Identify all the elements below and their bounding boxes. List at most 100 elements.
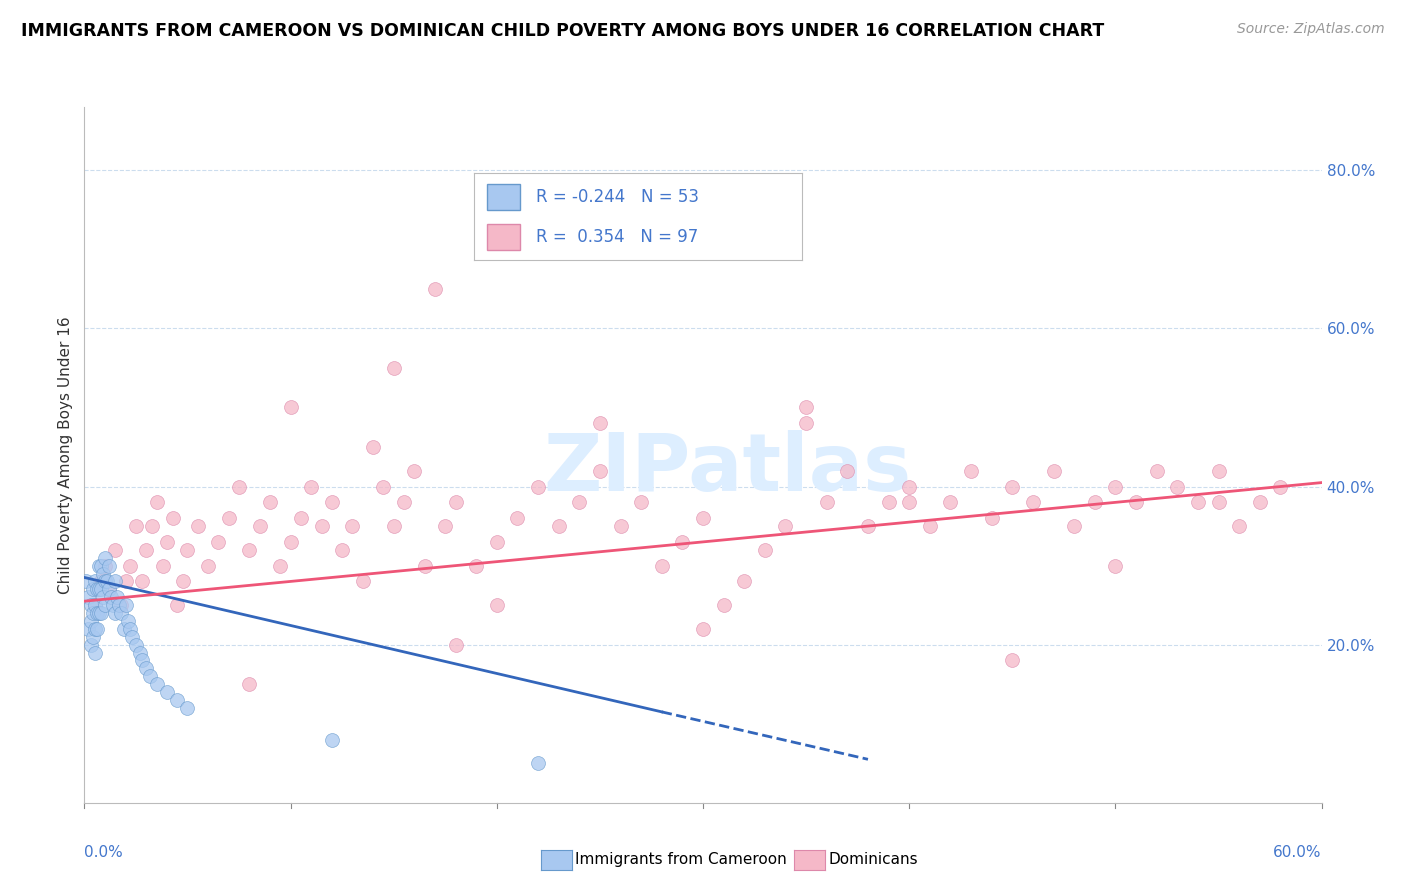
Point xyxy=(103,598,125,612)
Point xyxy=(79,638,101,652)
Point xyxy=(135,542,157,557)
Point xyxy=(692,622,714,636)
Point xyxy=(110,598,132,612)
Point xyxy=(118,558,141,573)
Point xyxy=(269,558,291,573)
Point xyxy=(404,464,426,478)
Point xyxy=(118,622,141,636)
Point xyxy=(82,630,104,644)
Point xyxy=(104,574,127,589)
Point xyxy=(485,598,508,612)
Point xyxy=(692,511,714,525)
Point xyxy=(83,598,105,612)
Text: R =  0.354   N = 97: R = 0.354 N = 97 xyxy=(537,227,699,245)
Point xyxy=(90,574,112,589)
Point xyxy=(1208,464,1230,478)
Text: Source: ZipAtlas.com: Source: ZipAtlas.com xyxy=(1237,22,1385,37)
Point xyxy=(94,574,117,589)
Point xyxy=(651,558,673,573)
Text: R = -0.244   N = 53: R = -0.244 N = 53 xyxy=(537,187,699,206)
Point xyxy=(152,558,174,573)
Point xyxy=(465,558,488,573)
Point xyxy=(444,495,467,509)
Point xyxy=(444,638,467,652)
Text: 0.0%: 0.0% xyxy=(84,845,124,860)
Point xyxy=(105,591,128,605)
Text: ZIPatlas: ZIPatlas xyxy=(544,430,912,508)
Point xyxy=(83,646,105,660)
Point xyxy=(1042,464,1064,478)
Point xyxy=(568,495,591,509)
Point xyxy=(311,519,333,533)
Point xyxy=(90,606,112,620)
Point xyxy=(1001,479,1024,493)
Point xyxy=(1104,558,1126,573)
Point xyxy=(77,622,100,636)
Point xyxy=(249,519,271,533)
Point xyxy=(218,511,240,525)
Point xyxy=(125,638,148,652)
Point xyxy=(98,582,121,597)
Point xyxy=(1001,653,1024,667)
Point xyxy=(794,417,817,431)
Point xyxy=(837,464,859,478)
Point xyxy=(299,479,322,493)
Point xyxy=(131,574,153,589)
Point xyxy=(131,653,153,667)
Point xyxy=(94,550,117,565)
Point xyxy=(79,614,101,628)
Point xyxy=(94,598,117,612)
Point xyxy=(775,519,797,533)
Point xyxy=(382,360,405,375)
Point xyxy=(898,479,921,493)
Point xyxy=(506,511,529,525)
Point xyxy=(1270,479,1292,493)
Point xyxy=(145,495,167,509)
Point xyxy=(815,495,838,509)
Point xyxy=(94,558,117,573)
Point xyxy=(754,542,776,557)
Text: 60.0%: 60.0% xyxy=(1274,845,1322,860)
Point xyxy=(112,622,135,636)
Point xyxy=(104,606,127,620)
Point xyxy=(207,534,229,549)
Point xyxy=(238,542,260,557)
Point xyxy=(898,495,921,509)
Point xyxy=(980,511,1002,525)
Point xyxy=(156,685,179,699)
Point xyxy=(82,582,104,597)
Point xyxy=(382,519,405,533)
Point xyxy=(79,598,101,612)
Point xyxy=(1208,495,1230,509)
Point xyxy=(856,519,879,533)
Point xyxy=(1063,519,1085,533)
Point xyxy=(733,574,755,589)
Point xyxy=(166,693,188,707)
Point xyxy=(547,519,569,533)
Point xyxy=(321,495,343,509)
Point xyxy=(176,542,198,557)
Point xyxy=(156,534,179,549)
Point xyxy=(135,661,157,675)
Point xyxy=(91,591,114,605)
Point xyxy=(485,534,508,549)
Point xyxy=(176,701,198,715)
Point xyxy=(145,677,167,691)
Point xyxy=(434,519,457,533)
Point xyxy=(228,479,250,493)
Point xyxy=(1227,519,1250,533)
Point xyxy=(83,574,105,589)
Bar xyxy=(488,184,520,210)
Point xyxy=(1125,495,1147,509)
Point xyxy=(280,534,302,549)
Point xyxy=(86,606,108,620)
Point xyxy=(413,558,436,573)
Point xyxy=(527,756,550,771)
Point xyxy=(1146,464,1168,478)
Point xyxy=(83,598,105,612)
Point xyxy=(83,622,105,636)
Point xyxy=(125,519,148,533)
Point xyxy=(713,598,735,612)
Point xyxy=(939,495,962,509)
Bar xyxy=(488,224,520,250)
